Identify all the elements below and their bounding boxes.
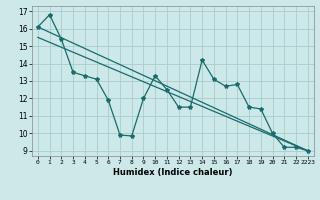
X-axis label: Humidex (Indice chaleur): Humidex (Indice chaleur) xyxy=(113,168,233,177)
